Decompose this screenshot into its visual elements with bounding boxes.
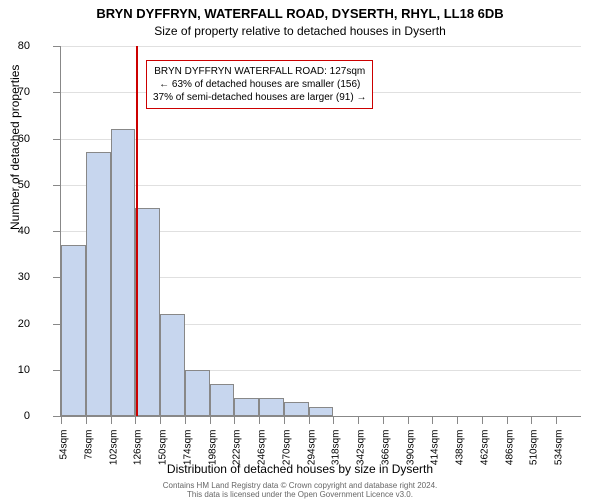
- x-tick: [259, 417, 260, 424]
- x-tick: [135, 417, 136, 424]
- x-tick: [309, 417, 310, 424]
- y-tick-label: 0: [0, 410, 30, 422]
- x-tick: [482, 417, 483, 424]
- grid-line: [61, 46, 581, 47]
- x-tick: [383, 417, 384, 424]
- y-tick-label: 30: [0, 271, 30, 283]
- y-tick: [53, 46, 60, 47]
- x-tick: [358, 417, 359, 424]
- x-tick: [210, 417, 211, 424]
- x-tick-label: 294sqm: [306, 430, 317, 480]
- chart-title-main: BRYN DYFFRYN, WATERFALL ROAD, DYSERTH, R…: [0, 6, 600, 21]
- y-tick-label: 10: [0, 364, 30, 376]
- x-tick-label: 510sqm: [529, 430, 540, 480]
- histogram-bar: [61, 245, 86, 416]
- x-tick-label: 54sqm: [59, 430, 70, 480]
- footer-licence: This data is licensed under the Open Gov…: [0, 490, 600, 499]
- annotation-line3: 37% of semi-detached houses are larger (…: [153, 91, 366, 104]
- histogram-bar: [135, 208, 160, 416]
- plot-area: BRYN DYFFRYN WATERFALL ROAD: 127sqm ← 63…: [60, 46, 581, 417]
- x-tick-label: 462sqm: [479, 430, 490, 480]
- chart-title-sub: Size of property relative to detached ho…: [0, 24, 600, 38]
- x-tick: [111, 417, 112, 424]
- histogram-bar: [234, 398, 259, 417]
- footer-copyright: Contains HM Land Registry data © Crown c…: [0, 481, 600, 490]
- x-tick-label: 414sqm: [430, 430, 441, 480]
- x-tick-label: 198sqm: [207, 430, 218, 480]
- x-tick-label: 246sqm: [257, 430, 268, 480]
- annotation-line1: BRYN DYFFRYN WATERFALL ROAD: 127sqm: [153, 65, 366, 78]
- x-tick: [160, 417, 161, 424]
- x-tick: [432, 417, 433, 424]
- y-tick-label: 40: [0, 225, 30, 237]
- histogram-bar: [210, 384, 235, 416]
- x-tick: [61, 417, 62, 424]
- histogram-bar: [284, 402, 309, 416]
- annotation-box: BRYN DYFFRYN WATERFALL ROAD: 127sqm ← 63…: [146, 60, 373, 109]
- property-size-histogram: BRYN DYFFRYN, WATERFALL ROAD, DYSERTH, R…: [0, 0, 600, 500]
- y-tick: [53, 92, 60, 93]
- x-tick-label: 342sqm: [356, 430, 367, 480]
- x-tick: [284, 417, 285, 424]
- x-tick-label: 102sqm: [108, 430, 119, 480]
- x-tick-label: 486sqm: [504, 430, 515, 480]
- x-tick-label: 174sqm: [182, 430, 193, 480]
- y-tick: [53, 185, 60, 186]
- histogram-bar: [185, 370, 210, 416]
- x-tick: [185, 417, 186, 424]
- x-tick-label: 78sqm: [83, 430, 94, 480]
- x-tick: [86, 417, 87, 424]
- x-tick: [507, 417, 508, 424]
- y-tick: [53, 139, 60, 140]
- grid-line: [61, 185, 581, 186]
- annotation-line2: ← 63% of detached houses are smaller (15…: [153, 78, 366, 91]
- x-tick-label: 390sqm: [405, 430, 416, 480]
- x-tick: [333, 417, 334, 424]
- x-tick-label: 150sqm: [158, 430, 169, 480]
- x-tick: [531, 417, 532, 424]
- y-tick-label: 50: [0, 179, 30, 191]
- y-tick-label: 80: [0, 40, 30, 52]
- y-tick-label: 70: [0, 86, 30, 98]
- y-tick-label: 20: [0, 318, 30, 330]
- y-tick: [53, 277, 60, 278]
- x-tick: [556, 417, 557, 424]
- x-tick-label: 438sqm: [455, 430, 466, 480]
- histogram-bar: [86, 152, 111, 416]
- y-tick: [53, 416, 60, 417]
- y-tick-label: 60: [0, 133, 30, 145]
- y-tick: [53, 370, 60, 371]
- histogram-bar: [111, 129, 136, 416]
- x-tick: [408, 417, 409, 424]
- x-tick-label: 270sqm: [281, 430, 292, 480]
- histogram-bar: [259, 398, 284, 417]
- x-tick-label: 318sqm: [331, 430, 342, 480]
- x-tick-label: 126sqm: [133, 430, 144, 480]
- grid-line: [61, 139, 581, 140]
- histogram-bar: [160, 314, 185, 416]
- x-tick: [457, 417, 458, 424]
- y-tick: [53, 324, 60, 325]
- histogram-bar: [309, 407, 334, 416]
- y-tick: [53, 231, 60, 232]
- x-tick-label: 222sqm: [232, 430, 243, 480]
- x-tick: [234, 417, 235, 424]
- property-marker-line: [136, 46, 138, 416]
- x-tick-label: 534sqm: [554, 430, 565, 480]
- x-tick-label: 366sqm: [380, 430, 391, 480]
